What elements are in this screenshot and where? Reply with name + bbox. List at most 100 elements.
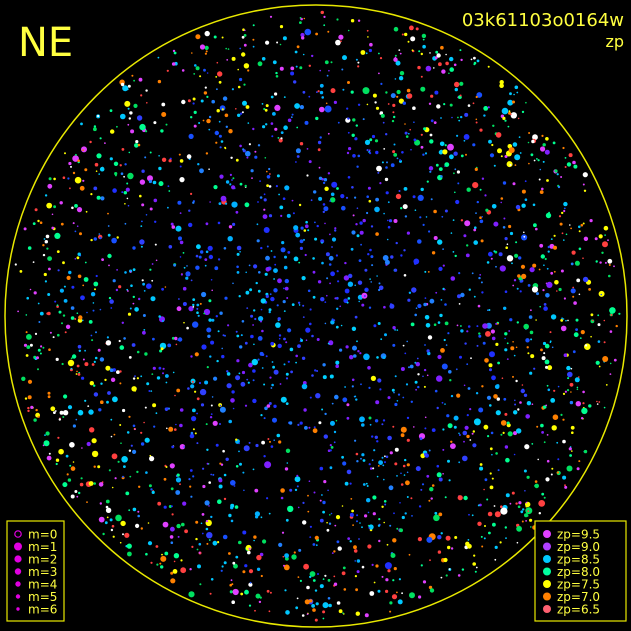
star bbox=[425, 216, 428, 218]
star bbox=[460, 154, 464, 158]
star bbox=[485, 331, 491, 337]
star bbox=[274, 127, 278, 131]
star bbox=[257, 289, 261, 293]
star bbox=[603, 319, 606, 322]
star bbox=[420, 453, 426, 459]
star bbox=[503, 217, 506, 220]
star bbox=[81, 376, 85, 380]
star bbox=[162, 372, 164, 375]
star bbox=[579, 337, 582, 339]
star bbox=[67, 478, 72, 482]
star bbox=[327, 30, 330, 33]
star bbox=[351, 326, 357, 331]
star bbox=[196, 548, 199, 551]
star bbox=[481, 216, 484, 218]
star bbox=[253, 343, 255, 346]
star bbox=[95, 331, 97, 334]
star bbox=[578, 230, 581, 233]
star bbox=[441, 363, 448, 370]
star bbox=[202, 484, 206, 489]
star bbox=[160, 565, 164, 569]
star bbox=[323, 178, 328, 182]
star bbox=[331, 552, 334, 554]
star bbox=[382, 121, 385, 124]
star bbox=[231, 88, 234, 91]
star bbox=[132, 302, 135, 305]
star bbox=[599, 261, 602, 264]
star bbox=[282, 555, 285, 558]
star bbox=[275, 322, 281, 328]
star bbox=[206, 118, 211, 124]
star bbox=[424, 452, 428, 457]
star bbox=[97, 114, 100, 118]
star bbox=[394, 54, 397, 57]
star bbox=[502, 431, 505, 434]
star bbox=[500, 433, 503, 436]
star bbox=[460, 115, 463, 119]
star bbox=[442, 473, 444, 475]
star bbox=[215, 141, 218, 144]
star bbox=[27, 379, 33, 384]
star bbox=[544, 257, 547, 261]
star bbox=[400, 254, 403, 257]
star bbox=[283, 96, 286, 98]
star bbox=[329, 233, 331, 236]
star bbox=[290, 370, 293, 374]
star bbox=[303, 563, 309, 570]
star bbox=[325, 252, 330, 257]
star bbox=[557, 185, 561, 189]
star bbox=[235, 108, 237, 110]
star bbox=[309, 536, 312, 538]
star bbox=[280, 131, 284, 135]
star bbox=[346, 301, 349, 304]
star bbox=[186, 265, 188, 267]
star bbox=[368, 386, 371, 389]
star bbox=[105, 340, 112, 346]
star bbox=[317, 148, 321, 152]
star bbox=[473, 418, 481, 426]
star bbox=[69, 187, 71, 190]
star bbox=[309, 571, 316, 577]
star bbox=[209, 201, 211, 203]
star bbox=[553, 234, 556, 237]
star bbox=[173, 553, 180, 559]
zp-label: zp=7.5 bbox=[557, 578, 600, 592]
star bbox=[148, 179, 152, 184]
star bbox=[475, 212, 477, 215]
star bbox=[460, 325, 462, 327]
star bbox=[404, 131, 408, 135]
star bbox=[319, 499, 322, 502]
star bbox=[582, 402, 585, 405]
star bbox=[315, 116, 319, 121]
star bbox=[582, 222, 585, 225]
star bbox=[246, 378, 249, 381]
star bbox=[160, 555, 167, 562]
star bbox=[65, 324, 71, 329]
star bbox=[553, 389, 556, 392]
star bbox=[121, 321, 125, 324]
star bbox=[386, 238, 389, 241]
star bbox=[104, 378, 107, 382]
star bbox=[538, 268, 541, 271]
star bbox=[329, 282, 331, 285]
star bbox=[429, 487, 434, 492]
star bbox=[140, 94, 143, 97]
star bbox=[537, 458, 539, 461]
star bbox=[178, 298, 180, 300]
star bbox=[499, 265, 506, 272]
star bbox=[319, 83, 324, 88]
star bbox=[365, 482, 368, 485]
star bbox=[185, 276, 189, 280]
star bbox=[226, 383, 232, 389]
star bbox=[448, 72, 450, 75]
star bbox=[218, 120, 221, 123]
star bbox=[438, 512, 443, 517]
star bbox=[515, 502, 518, 505]
star bbox=[200, 522, 203, 525]
star bbox=[295, 354, 299, 358]
star bbox=[179, 256, 182, 258]
star bbox=[146, 102, 148, 104]
star bbox=[454, 87, 458, 92]
star bbox=[505, 493, 510, 498]
star bbox=[463, 440, 465, 443]
